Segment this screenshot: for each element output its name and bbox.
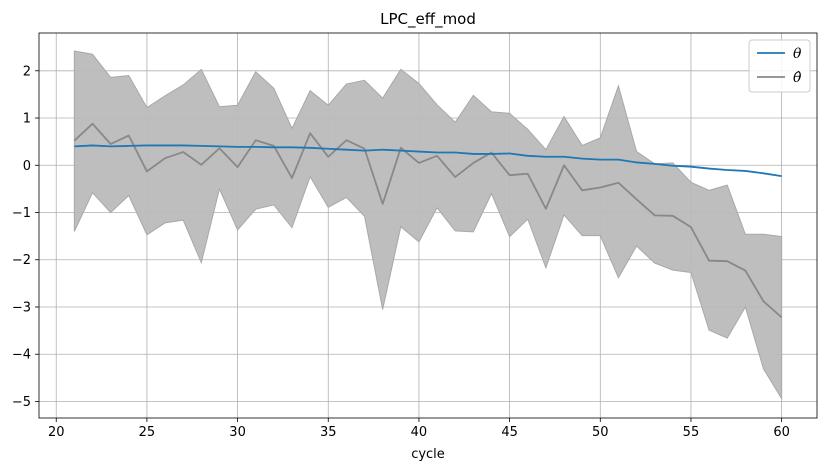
- x-tick-label: 50: [592, 425, 609, 440]
- x-tick-label: 55: [683, 425, 700, 440]
- y-tick-label: 1: [23, 112, 31, 127]
- x-tick-label: 20: [48, 425, 65, 440]
- x-tick-label: 30: [229, 425, 246, 440]
- chart-title: LPC_eff_mod: [380, 10, 476, 29]
- legend-label: θ: [793, 46, 802, 62]
- legend-label: θ̂: [793, 70, 802, 86]
- y-tick-label: 0: [23, 159, 31, 174]
- y-tick-label: −4: [12, 348, 31, 363]
- uncertainty-band: [73, 50, 783, 401]
- plot-frame: [38, 32, 818, 419]
- y-tick-label: −3: [12, 300, 31, 315]
- y-tick-label: −1: [12, 206, 31, 221]
- y-tick-label: −2: [12, 253, 31, 268]
- x-tick-label: 25: [139, 425, 156, 440]
- x-tick-label: 35: [320, 425, 337, 440]
- x-axis-label: cycle: [411, 447, 445, 462]
- axis-ticks: 20 25 30 35 40 45 50 55 60 −5 −4 −3 −2 −1 0 1 2: [12, 64, 790, 440]
- y-tick-label: 2: [23, 64, 31, 79]
- x-tick-label: 40: [411, 425, 428, 440]
- x-tick-label: 45: [501, 425, 518, 440]
- series-line-theta-hat: [73, 122, 783, 319]
- confidence-band: [73, 50, 783, 401]
- legend: θ θ̂: [748, 39, 811, 93]
- x-tick-label: 60: [773, 425, 790, 440]
- series-line-theta: [74, 144, 782, 178]
- y-tick-label: −5: [12, 395, 31, 410]
- series-lines: [73, 122, 783, 319]
